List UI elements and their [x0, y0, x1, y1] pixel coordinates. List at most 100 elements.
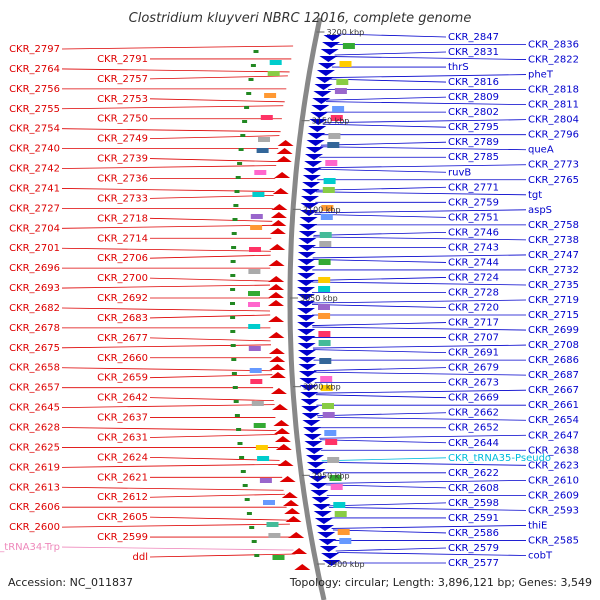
gene-label[interactable]: CKR_2804	[528, 115, 579, 126]
gene-label[interactable]: CKR_2662	[448, 408, 499, 419]
gene-label[interactable]: CKR_2740	[9, 144, 60, 155]
gene-label[interactable]: CKR_2750	[97, 114, 148, 125]
gene-label[interactable]: CKR_2659	[97, 373, 148, 384]
gene-label[interactable]: CKR_2647	[528, 430, 579, 441]
gene-label[interactable]: CKR_2732	[528, 265, 579, 276]
gene-label[interactable]: CKR_2579	[448, 543, 499, 554]
gene-label[interactable]: CKR_2758	[528, 220, 579, 231]
gene-label[interactable]: cobT	[528, 550, 553, 561]
gene-label[interactable]: thrS	[448, 62, 469, 73]
gene-label[interactable]: CKR_2677	[97, 333, 148, 344]
gene-label[interactable]: CKR_2724	[448, 272, 499, 283]
gene-label[interactable]: CKR_2657	[9, 383, 60, 394]
gene-label[interactable]: CKR_2720	[448, 303, 499, 314]
gene-label[interactable]: CKR_2683	[97, 313, 148, 324]
gene-label[interactable]: CKR_2679	[448, 363, 499, 374]
gene-label[interactable]: CKR_2809	[448, 92, 499, 103]
gene-label[interactable]: CKR_2619	[9, 462, 60, 473]
gene-label[interactable]: CKR_2764	[9, 64, 60, 75]
gene-label[interactable]: CKR_2707	[448, 333, 499, 344]
gene-label[interactable]: CKR_2708	[528, 340, 579, 351]
gene-label[interactable]: CKR_2771	[448, 182, 499, 193]
gene-label[interactable]: CKR_2645	[9, 403, 60, 414]
gene-label[interactable]: CKR_2795	[448, 122, 499, 133]
gene-label[interactable]: CKR_2638	[528, 445, 579, 456]
gene-label[interactable]: CKR_2598	[448, 498, 499, 509]
gene-label[interactable]: CKR_2735	[528, 280, 579, 291]
gene-label[interactable]: CKR_2691	[448, 348, 499, 359]
gene-label[interactable]: CKR_2741	[9, 183, 60, 194]
gene-label[interactable]: CKR_2644	[448, 438, 499, 449]
gene-label[interactable]: CKR_2706	[97, 253, 148, 264]
gene-label[interactable]: CKR_2746	[448, 227, 499, 238]
gene-label[interactable]: CKR_2577	[448, 558, 499, 569]
gene-label[interactable]: CKR_2836	[528, 40, 579, 51]
gene-label[interactable]: CKR_2717	[448, 318, 499, 329]
gene-label[interactable]: CKR_2625	[9, 442, 60, 453]
gene-label[interactable]: CKR_2686	[528, 355, 579, 366]
gene-label[interactable]: CKR_2675	[9, 343, 60, 354]
gene-label[interactable]: CKR_2704	[9, 223, 60, 234]
gene-label[interactable]: CKR_2678	[9, 323, 60, 334]
gene-label[interactable]: CKR_2785	[448, 152, 499, 163]
gene-label[interactable]: CKR_2660	[97, 353, 148, 364]
gene-label[interactable]: CKR_2773	[528, 160, 579, 171]
gene-label[interactable]: CKR_2610	[528, 475, 579, 486]
gene-label[interactable]: CKR_2739	[97, 154, 148, 165]
gene-label[interactable]: CKR_2736	[97, 173, 148, 184]
gene-label[interactable]: CKR_2699	[528, 325, 579, 336]
gene-label[interactable]: CKR_2797	[9, 44, 60, 55]
gene-label[interactable]: CKR_2682	[9, 303, 60, 314]
gene-label[interactable]: CKR_2757	[97, 74, 148, 85]
gene-label[interactable]: CKR_2789	[448, 137, 499, 148]
gene-label[interactable]: CKR_2749	[97, 134, 148, 145]
gene-label[interactable]: CKR_2608	[448, 483, 499, 494]
gene-label[interactable]: CKR_2754	[9, 124, 60, 135]
gene-label[interactable]: thiE	[528, 520, 547, 531]
gene-label[interactable]: CKR_2791	[97, 54, 148, 65]
gene-label[interactable]: CKR_2612	[97, 492, 148, 503]
gene-label[interactable]: CKR_2719	[528, 295, 579, 306]
gene-label[interactable]: CKR_2637	[97, 413, 148, 424]
gene-label[interactable]: CKR_2718	[97, 213, 148, 224]
gene-label[interactable]: ddl	[133, 552, 148, 563]
gene-label[interactable]: CKR_2586	[448, 528, 499, 539]
gene-label[interactable]: CKR_2600	[9, 522, 60, 533]
gene-label[interactable]: CKR_2605	[97, 512, 148, 523]
gene-label[interactable]: CKR_2742	[9, 164, 60, 175]
gene-label[interactable]: CKR_2733	[97, 193, 148, 204]
gene-label[interactable]: CKR_2609	[528, 490, 579, 501]
gene-label[interactable]: CKR_2802	[448, 107, 499, 118]
gene-label[interactable]: CKR_2591	[448, 513, 499, 524]
gene-label[interactable]: CKR_2661	[528, 400, 579, 411]
gene-label[interactable]: CKR_2623	[528, 460, 579, 471]
gene-label[interactable]: CKR_2642	[97, 393, 148, 404]
gene-label[interactable]: CKR_tRNA34-Trp	[0, 542, 60, 553]
gene-label[interactable]: CKR_2692	[97, 293, 148, 304]
gene-label[interactable]: tgt	[528, 190, 542, 201]
gene-label[interactable]: CKR_2667	[528, 385, 579, 396]
gene-label[interactable]: queA	[528, 145, 554, 156]
gene-label[interactable]: CKR_2585	[528, 535, 579, 546]
gene-label[interactable]: CKR_2593	[528, 505, 579, 516]
gene-label[interactable]: CKR_2765	[528, 175, 579, 186]
gene-label[interactable]: CKR_2755	[9, 104, 60, 115]
gene-label[interactable]: CKR_2599	[97, 532, 148, 543]
gene-label[interactable]: pheT	[528, 70, 554, 81]
gene-label[interactable]: ruvB	[448, 167, 471, 178]
gene-label[interactable]: CKR_2693	[9, 283, 60, 294]
gene-label[interactable]: CKR_2621	[97, 472, 148, 483]
gene-label[interactable]: CKR_2687	[528, 370, 579, 381]
gene-label[interactable]: CKR_2811	[528, 100, 579, 111]
gene-label[interactable]: CKR_2613	[9, 482, 60, 493]
gene-label[interactable]: CKR_2738	[528, 235, 579, 246]
gene-label[interactable]: CKR_2631	[97, 432, 148, 443]
gene-label[interactable]: CKR_2831	[448, 47, 499, 58]
gene-label[interactable]: CKR_2669	[448, 393, 499, 404]
gene-label[interactable]: CKR_2624	[97, 452, 148, 463]
gene-label[interactable]: CKR_2606	[9, 502, 60, 513]
gene-label[interactable]: CKR_2622	[448, 468, 499, 479]
gene-label[interactable]: CKR_2743	[448, 242, 499, 253]
gene-label[interactable]: CKR_2727	[9, 203, 60, 214]
gene-label[interactable]: CKR_2847	[448, 32, 499, 43]
